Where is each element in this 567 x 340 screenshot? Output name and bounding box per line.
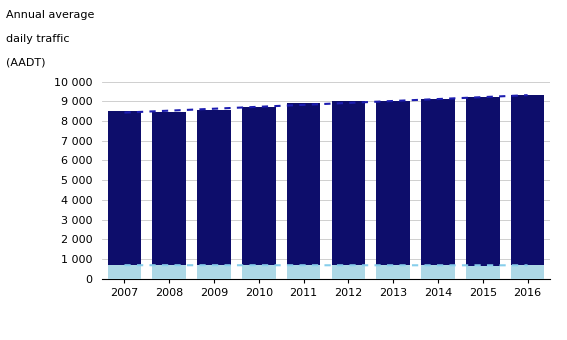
Bar <box>287 265 320 279</box>
Text: (AADT): (AADT) <box>6 58 45 68</box>
Text: daily traffic: daily traffic <box>6 34 69 44</box>
Bar <box>376 101 410 279</box>
Bar <box>108 111 141 279</box>
Bar <box>332 265 365 279</box>
Text: Annual average: Annual average <box>6 10 94 20</box>
Bar <box>242 265 276 279</box>
Legend: Light vehicles, Linear (Light vehicles ), Trucks, Linear (Trucks ): Light vehicles, Linear (Light vehicles )… <box>188 339 464 340</box>
Bar <box>197 265 231 279</box>
Bar <box>242 107 276 279</box>
Bar <box>332 101 365 279</box>
Bar <box>421 266 455 279</box>
Bar <box>153 266 186 279</box>
Bar <box>511 96 544 279</box>
Bar <box>421 99 455 279</box>
Bar <box>287 103 320 279</box>
Bar <box>153 112 186 279</box>
Bar <box>466 266 500 279</box>
Bar <box>108 266 141 279</box>
Bar <box>511 265 544 279</box>
Bar <box>197 110 231 279</box>
Bar <box>466 97 500 279</box>
Bar <box>376 266 410 279</box>
